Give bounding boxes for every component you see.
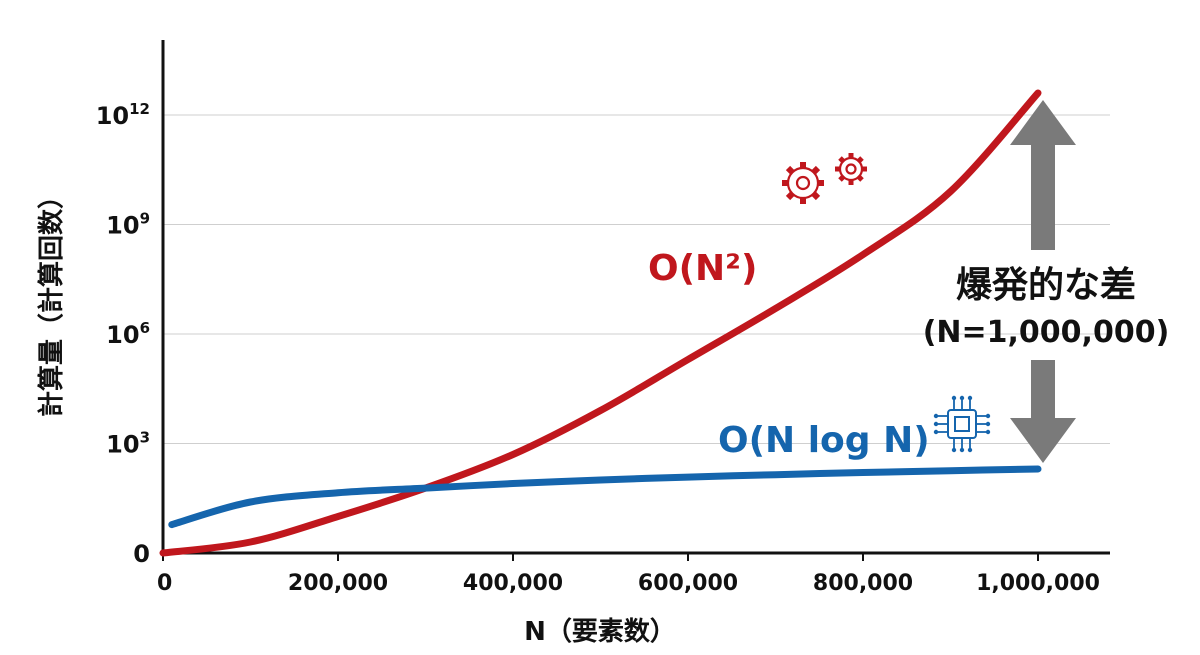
gridlines: [163, 114, 1110, 444]
y-tick-label-2: 106: [106, 319, 150, 349]
gears-icon: [782, 153, 867, 204]
y-axis-label: 計算量（計算回数）: [36, 183, 67, 417]
y-tick-label-3: 109: [106, 210, 150, 240]
gap-arrow: [1010, 100, 1076, 463]
y-tick-label-4: 1012: [96, 100, 150, 130]
x-tick-label-4: 800,000: [813, 571, 913, 596]
x-tick-label-3: 600,000: [638, 571, 738, 596]
gap-sublabel: (N=1,000,000): [923, 315, 1170, 350]
gap-label: 爆発的な差: [956, 265, 1136, 306]
y-tick-label-0: 0: [133, 540, 150, 568]
x-tick-label-5: 1,000,000: [976, 571, 1100, 596]
series-label-quadratic: O(N²): [648, 248, 757, 289]
x-tick-label-1: 200,000: [288, 571, 388, 596]
y-tick-labels: 0 103 106 109 1012: [96, 100, 150, 568]
x-tick-labels: 0 200,000 400,000 600,000 800,000 1,000,000: [157, 553, 1100, 596]
series-line-0: [159, 89, 1042, 557]
chip-icon: [933, 395, 991, 453]
series-lines: [159, 89, 1042, 557]
gap-arrow-down: [1010, 360, 1076, 463]
y-tick-label-1: 103: [106, 429, 150, 459]
x-axis-label: N（要素数）: [524, 617, 676, 647]
gap-arrow-up: [1010, 100, 1076, 250]
x-tick-label-0: 0: [157, 571, 172, 596]
x-tick-label-2: 400,000: [463, 571, 563, 596]
series-label-nlogn: O(N log N): [718, 420, 930, 461]
axes: [161, 40, 1110, 555]
series-line-1: [168, 465, 1042, 529]
